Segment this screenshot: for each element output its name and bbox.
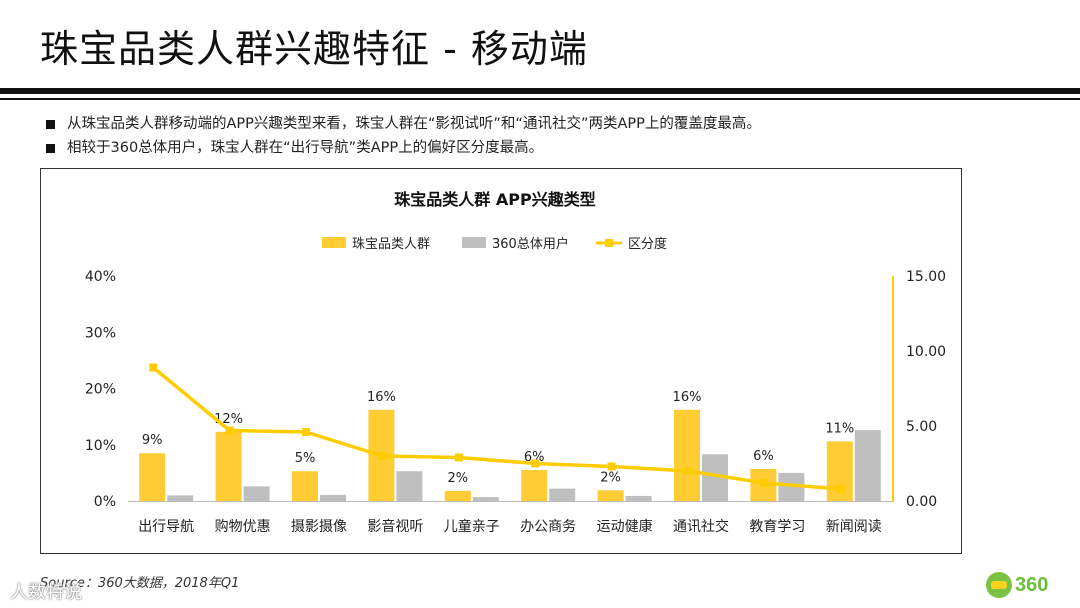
- brand-logo: 360: [986, 572, 1048, 598]
- bar-jewelry-1: [215, 431, 242, 501]
- square-bullet-icon: [46, 119, 55, 129]
- bar-jewelry-0: [139, 453, 166, 501]
- bar-data-label-6: 2%: [600, 470, 621, 485]
- legend-label-1: 360总体用户: [492, 236, 569, 252]
- bar-data-label-4: 2%: [447, 471, 468, 486]
- bar-overall-5: [549, 488, 576, 501]
- line-point-9: [836, 485, 845, 493]
- left-tick-label: 0%: [94, 494, 116, 510]
- category-label-7: 通讯社交: [673, 518, 729, 535]
- category-label-1: 购物优惠: [215, 519, 271, 535]
- category-label-5: 办公商务: [520, 519, 576, 535]
- line-point-4: [454, 453, 463, 462]
- legend-swatch-1: [462, 237, 486, 248]
- watermark: 人数特说: [10, 582, 82, 603]
- bar-data-label-9: 11%: [825, 421, 854, 436]
- bar-overall-3: [396, 471, 423, 501]
- line-point-2: [302, 428, 310, 436]
- line-point-0: [149, 363, 158, 372]
- chart-frame: [40, 168, 962, 554]
- title-rule-thin: [0, 98, 1080, 100]
- bar-jewelry-7: [674, 409, 700, 501]
- bar-data-label-8: 6%: [753, 449, 774, 464]
- bar-data-label-2: 5%: [295, 451, 316, 466]
- bullet-item: 相较于360总体用户，珠宝人群在“出行导航”类APP上的偏好区分度最高。: [46, 136, 761, 160]
- line-point-5: [531, 459, 540, 468]
- bullet-item: 从珠宝品类人群移动端的APP兴趣类型来看，珠宝人群在“影视试听”和“通讯社交”两…: [46, 112, 761, 136]
- left-tick-label: 10%: [85, 438, 116, 454]
- legend-swatch-0: [322, 237, 346, 248]
- right-tick-label: 5.00: [906, 419, 937, 435]
- bullet-text: 从珠宝品类人群移动端的APP兴趣类型来看，珠宝人群在“影视试听”和“通讯社交”两…: [67, 116, 761, 132]
- category-label-9: 新闻阅读: [826, 518, 882, 535]
- bar-data-label-3: 16%: [367, 390, 396, 405]
- left-tick-label: 20%: [85, 382, 116, 398]
- bar-data-label-0: 9%: [142, 433, 163, 448]
- category-label-4: 儿童亲子: [444, 518, 500, 535]
- logo-text: 360: [1015, 573, 1049, 596]
- bar-jewelry-6: [597, 490, 624, 501]
- bullet-list: 从珠宝品类人群移动端的APP兴趣类型来看，珠宝人群在“影视试听”和“通讯社交”两…: [46, 112, 761, 160]
- bar-jewelry-4: [444, 490, 471, 501]
- right-tick-label: 10.00: [906, 344, 946, 360]
- legend-marker-2: [605, 239, 613, 247]
- left-tick-label: 40%: [85, 269, 116, 285]
- bar-overall-6: [625, 495, 652, 501]
- category-label-0: 出行导航: [138, 519, 194, 535]
- page-title: 珠宝品类人群兴趣特征 - 移动端: [40, 27, 588, 71]
- bar-overall-9: [854, 430, 881, 501]
- category-label-6: 运动健康: [597, 518, 653, 535]
- source-note: Source：360大数据，2018年Q1: [40, 576, 240, 591]
- line-point-1: [225, 426, 234, 435]
- chart-title: 珠宝品类人群 APP兴趣类型: [394, 190, 595, 209]
- right-tick-label: 15.00: [906, 269, 946, 285]
- bar-overall-2: [320, 494, 346, 501]
- line-point-7: [684, 467, 692, 475]
- right-tick-label: 0.00: [906, 494, 937, 510]
- square-bullet-icon: [46, 143, 55, 153]
- bar-overall-0: [167, 495, 194, 501]
- category-label-3: 影音视听: [367, 518, 423, 535]
- bar-jewelry-5: [521, 470, 548, 501]
- category-label-8: 教育学习: [749, 519, 805, 535]
- bullet-text: 相较于360总体用户，珠宝人群在“出行导航”类APP上的偏好区分度最高。: [67, 140, 544, 156]
- bar-data-label-7: 16%: [673, 390, 702, 405]
- line-point-3: [378, 452, 387, 460]
- legend-label-0: 珠宝品类人群: [352, 237, 430, 252]
- line-point-8: [760, 479, 769, 487]
- left-tick-label: 30%: [85, 325, 116, 341]
- bar-overall-4: [472, 497, 499, 501]
- bar-jewelry-2: [292, 471, 318, 501]
- legend-label-2: 区分度: [628, 236, 667, 252]
- bar-overall-1: [243, 486, 270, 501]
- category-label-2: 摄影摄像: [291, 519, 347, 535]
- line-series-distinction: [152, 366, 841, 491]
- line-point-6: [607, 462, 616, 471]
- logo-icon: [986, 572, 1012, 598]
- title-rule-thick: [0, 88, 1080, 94]
